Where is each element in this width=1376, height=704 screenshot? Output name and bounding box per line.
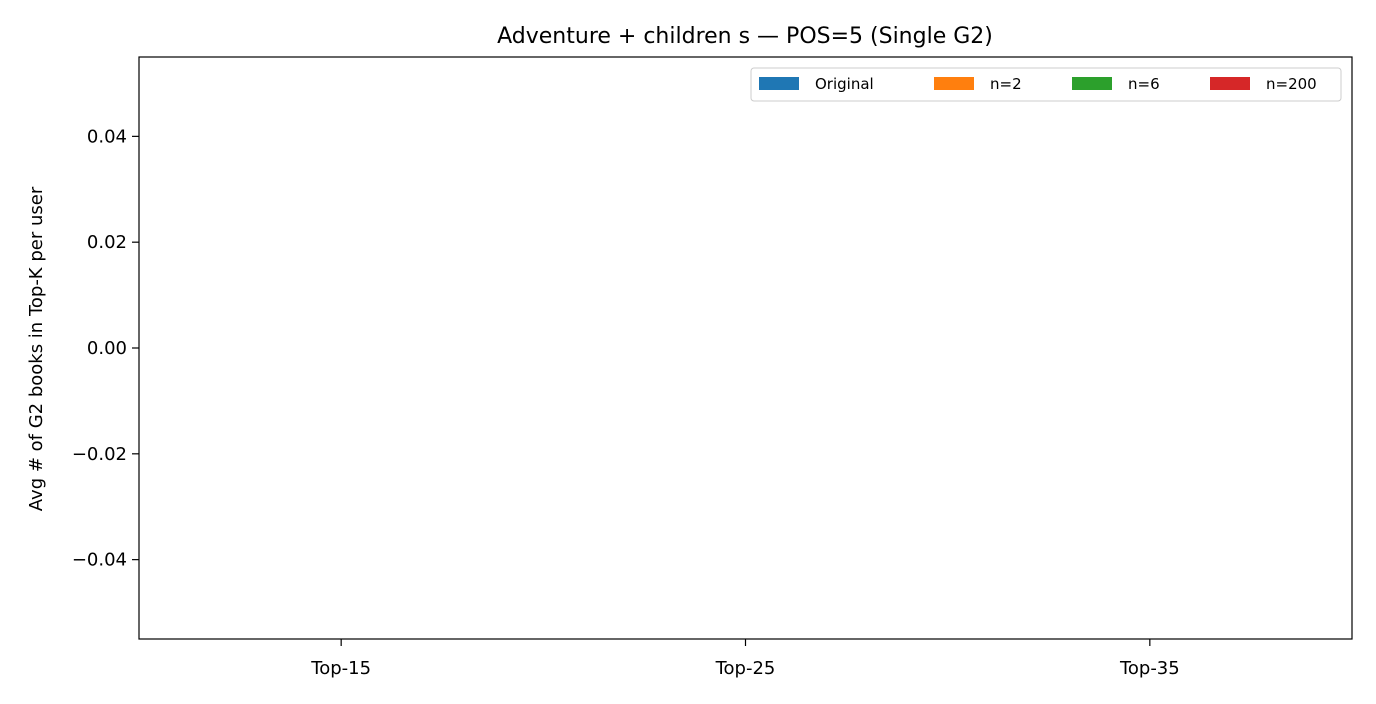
legend-entry: Original	[815, 75, 874, 93]
legend-swatch	[759, 77, 799, 90]
y-tick-label: −0.04	[72, 550, 127, 571]
y-tick-label: 0.02	[87, 232, 127, 253]
y-tick-label: 0.04	[87, 126, 127, 147]
chart-title: Adventure + children s — POS=5 (Single G…	[497, 24, 993, 49]
plot-area	[138, 56, 1353, 640]
x-tick-label: Top-25	[715, 658, 776, 679]
x-tick-label: Top-15	[310, 658, 371, 679]
plot-frame	[138, 56, 1353, 640]
legend-entry: n=2	[990, 75, 1022, 93]
legend: Original n=2 n=6 n=200	[750, 67, 1342, 102]
y-tick-label: −0.02	[72, 444, 127, 465]
x-tick-label: Top-35	[1119, 658, 1180, 679]
y-axis: −0.04 −0.02 0.00 0.02 0.04	[72, 126, 139, 571]
legend-entry: n=200	[1266, 75, 1317, 93]
legend-box	[750, 67, 1342, 102]
legend-entry: n=6	[1128, 75, 1160, 93]
y-axis-label: Avg # of G2 books in Top-K per user	[26, 186, 47, 511]
legend-swatch	[1072, 77, 1112, 90]
legend-swatch	[934, 77, 974, 90]
y-tick-label: 0.00	[87, 338, 127, 359]
x-axis: Top-15 Top-25 Top-35	[310, 639, 1180, 679]
legend-swatch	[1210, 77, 1250, 90]
